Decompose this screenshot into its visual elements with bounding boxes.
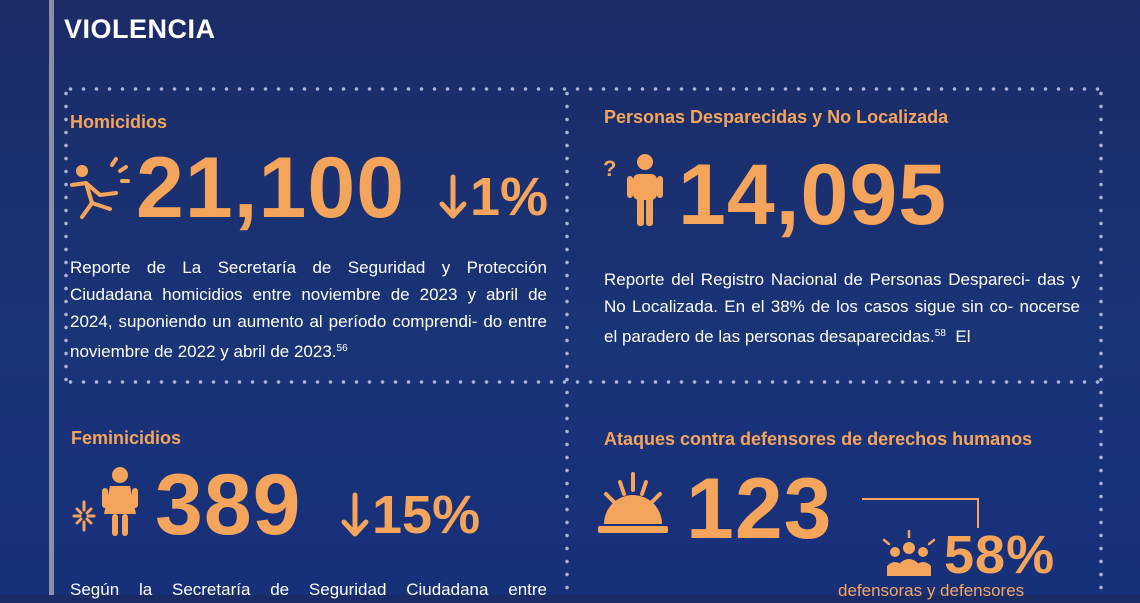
homicidios-text: Reporte de La Secretaría de Seguridad y …: [70, 254, 547, 365]
feminicidios-text: Según la Secretaría de Seguridad Ciudada…: [70, 580, 547, 599]
desaparecidas-text-tail: El: [955, 327, 971, 346]
feminicidios-change-value: 15%: [372, 485, 481, 545]
ataques-value: 123: [686, 461, 833, 557]
person-falling-icon: [68, 153, 130, 230]
homicidios-text-body: Reporte de La Secretaría de Seguridad y …: [70, 258, 547, 361]
side-accent-bar: [49, 0, 54, 595]
homicidios-title: Homicidios: [70, 112, 168, 132]
dotted-divider-middle: [64, 380, 1104, 384]
homicidios-change-value: 1%: [470, 167, 549, 227]
group-people-icon: [880, 529, 938, 583]
dotted-divider-center: [565, 87, 569, 595]
connector-line: [862, 498, 979, 528]
ataques-percent: 58%: [944, 525, 1056, 585]
woman-violence-icon: [70, 466, 142, 543]
dotted-divider-left: [64, 87, 68, 384]
homicidios-footnote: 56: [336, 343, 348, 354]
arrow-down-icon: [341, 492, 369, 537]
desaparecidas-text: Reporte del Registro Nacional de Persona…: [604, 266, 1080, 350]
dotted-divider-top: [64, 87, 1104, 91]
ataques-percent-label: defensoras y defensores: [838, 581, 1025, 600]
arrow-down-icon: [439, 174, 467, 219]
homicidios-change: 1%: [438, 170, 548, 224]
desaparecidas-footnote: 58: [934, 328, 946, 339]
ataques-title: Ataques contra defensores de derechos hu…: [604, 429, 1033, 449]
missing-person-icon: ?: [601, 152, 663, 233]
homicidios-value: 21,100: [136, 140, 406, 236]
page-title: VIOLENCIA: [64, 14, 216, 44]
feminicidios-title: Feminicidios: [71, 428, 182, 448]
desaparecidas-value: 14,095: [678, 147, 948, 243]
dotted-divider-right: [1099, 87, 1103, 595]
svg-text:?: ?: [603, 156, 616, 181]
desaparecidas-text-body: Reporte del Registro Nacional de Persona…: [604, 270, 1080, 346]
feminicidios-change: 15%: [340, 488, 480, 542]
sunset-icon: [596, 468, 670, 539]
desaparecidas-title: Personas Desparecidas y No Localizada: [604, 107, 949, 127]
feminicidios-value: 389: [155, 457, 302, 553]
